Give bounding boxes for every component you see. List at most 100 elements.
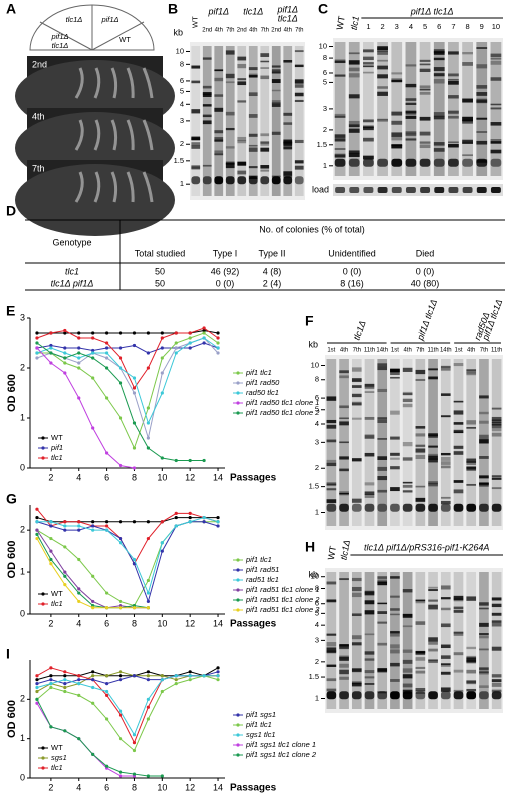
- gel-lane: [419, 42, 431, 176]
- band: [453, 431, 464, 434]
- band-telomere: [462, 158, 473, 167]
- data-point: [160, 520, 164, 524]
- gel-lane: [248, 46, 258, 196]
- gel-lane: [283, 46, 293, 196]
- lane-smear: [491, 572, 502, 709]
- load-band: [448, 187, 459, 193]
- lane-smear: [479, 572, 489, 709]
- data-point: [105, 689, 109, 694]
- gel-lane: [364, 572, 375, 709]
- panel-label: H: [305, 539, 315, 555]
- data-point: [132, 376, 137, 380]
- lane-smear: [448, 42, 459, 176]
- data-point: [63, 682, 67, 686]
- band: [339, 656, 349, 661]
- band: [364, 633, 375, 636]
- data-point: [174, 351, 178, 355]
- band: [364, 592, 375, 596]
- gel-lane: [428, 572, 438, 709]
- data-point: [202, 520, 206, 524]
- band: [364, 651, 375, 655]
- y-axis-label: OD 600: [6, 374, 18, 412]
- lane-smear: [351, 572, 362, 709]
- table-cell: 46 (92): [211, 266, 240, 276]
- band-telomere: [453, 503, 464, 512]
- legend-marker: [236, 713, 240, 717]
- band: [448, 51, 459, 55]
- table-subheader: Unidentified: [328, 248, 376, 258]
- gel-lane: [476, 42, 488, 176]
- band: [364, 670, 375, 674]
- series-line: [36, 337, 219, 425]
- band: [271, 89, 281, 92]
- band: [348, 67, 360, 72]
- clone-label: 6: [437, 22, 441, 31]
- band-telomere: [202, 176, 212, 185]
- band: [326, 488, 337, 491]
- band: [453, 489, 464, 494]
- band: [466, 370, 477, 374]
- data-point: [63, 689, 67, 694]
- data-point: [216, 666, 220, 670]
- band: [415, 650, 426, 654]
- band: [202, 120, 212, 125]
- band: [476, 131, 488, 133]
- band: [271, 79, 281, 84]
- band: [363, 65, 374, 68]
- band: [326, 664, 337, 667]
- legend-label: pif1 rad51 tlc1 clone 1: [245, 585, 319, 594]
- band: [326, 424, 337, 429]
- band-telomere: [214, 176, 224, 185]
- band: [271, 69, 281, 74]
- band-telomere: [326, 503, 337, 512]
- kb-marker: 2: [180, 139, 184, 148]
- data-point: [105, 396, 109, 400]
- load-band: [420, 187, 431, 193]
- band: [440, 367, 451, 371]
- band: [466, 420, 477, 425]
- x-tick-label: 8: [132, 618, 137, 628]
- band: [390, 457, 400, 460]
- data-point: [105, 356, 109, 360]
- band: [453, 631, 464, 636]
- band: [428, 368, 438, 371]
- kb-marker: 5: [180, 86, 184, 95]
- band: [440, 585, 451, 590]
- band: [490, 122, 502, 126]
- band: [415, 670, 426, 674]
- band: [390, 410, 400, 415]
- data-point: [216, 670, 220, 674]
- data-point: [49, 343, 53, 348]
- table-cell: tlc1: [65, 266, 79, 276]
- band: [326, 459, 337, 464]
- data-point: [91, 752, 95, 757]
- lane-label: WT: [326, 545, 338, 561]
- band: [415, 621, 426, 625]
- data-point: [105, 682, 109, 686]
- band-telomere: [448, 158, 459, 167]
- data-point: [91, 701, 95, 705]
- band-telomere: [391, 158, 403, 167]
- band: [260, 141, 270, 144]
- data-point: [174, 682, 178, 686]
- plate-sector-label: pif1Δ: [50, 32, 68, 41]
- band-telomere: [466, 503, 477, 512]
- data-point: [35, 351, 39, 355]
- band: [377, 417, 388, 420]
- y-tick-label: 1: [20, 412, 25, 422]
- data-point: [146, 606, 150, 610]
- band: [433, 148, 445, 152]
- band: [491, 597, 502, 601]
- band: [428, 434, 438, 438]
- x-tick-label: 6: [104, 782, 109, 792]
- band: [351, 586, 362, 592]
- legend-marker: [41, 602, 45, 606]
- data-point: [63, 328, 67, 333]
- band: [453, 445, 464, 449]
- band: [351, 577, 362, 582]
- passage-label: 2nd: [237, 28, 247, 34]
- band: [294, 160, 304, 164]
- band: [348, 128, 360, 133]
- band: [260, 133, 270, 137]
- band: [479, 475, 489, 479]
